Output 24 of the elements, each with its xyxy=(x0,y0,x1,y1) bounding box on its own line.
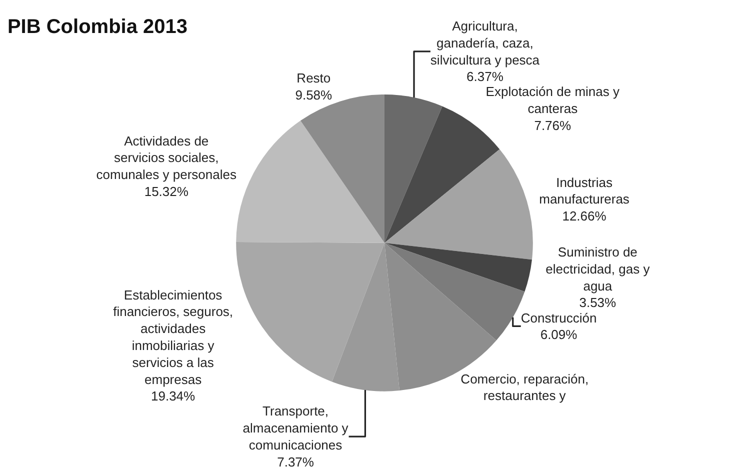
data-label: 9.58% xyxy=(295,88,333,103)
slice-label: Comercio, reparación, restaurantes y xyxy=(460,371,589,404)
slice-label: Resto xyxy=(296,70,331,86)
pie-slice xyxy=(236,242,384,382)
data-label: 6.37% xyxy=(466,69,504,84)
data-label: 19.34% xyxy=(151,388,196,404)
data-label: 12.66% xyxy=(562,208,607,224)
data-label: 7.37% xyxy=(277,454,314,470)
data-label: 7.76% xyxy=(534,118,572,134)
slice-label: Actividades de servicios sociales, comunales y personales xyxy=(96,133,237,182)
chart-title: PIB Colombia 2013 xyxy=(7,16,188,38)
slice-label: Transporte, almacenamiento y comunicaciones xyxy=(242,404,349,452)
slice-label: Suministro de electricidad, gas y agua xyxy=(546,244,650,294)
slice-label: Industrias manufactureras xyxy=(539,174,630,207)
data-label: 6.09% xyxy=(540,327,578,342)
pie-slice xyxy=(384,149,533,260)
slice-label: Establecimientos financieros, seguros, actividades inmobiliarias y servicios a las empresas xyxy=(113,287,234,387)
pie-slice xyxy=(384,94,442,243)
pie-slice xyxy=(236,120,384,243)
data-label: 15.32% xyxy=(144,184,189,200)
slice-label: Agricultura, ganadería, caza, silvicultura y pesca xyxy=(430,18,540,68)
data-label: 3.53% xyxy=(579,295,617,310)
slice-label: Construcción xyxy=(520,310,597,326)
slice-label: Explotación de minas y canteras xyxy=(486,84,620,116)
